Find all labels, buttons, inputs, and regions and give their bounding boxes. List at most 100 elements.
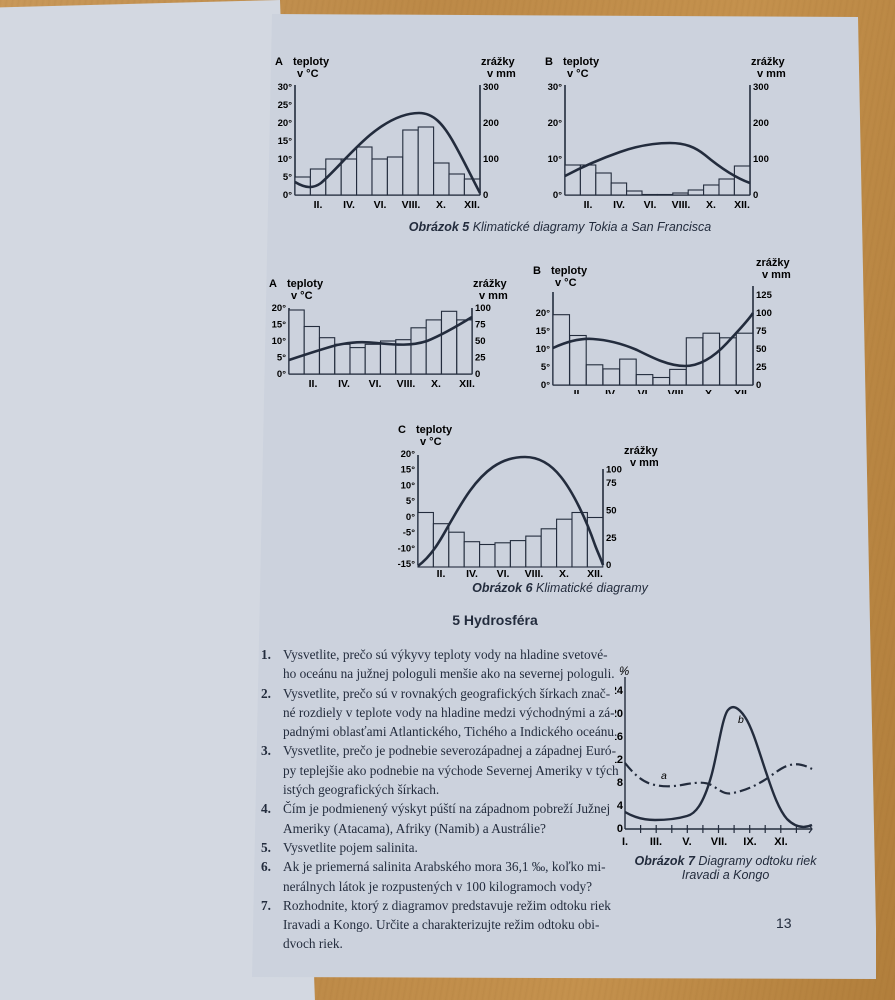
svg-text:VIII.: VIII. (672, 199, 691, 211)
svg-text:II.: II. (309, 378, 318, 390)
svg-text:75: 75 (606, 478, 617, 489)
svg-text:IV.: IV. (466, 568, 478, 577)
svg-text:24: 24 (615, 685, 624, 697)
svg-text:V.: V. (682, 836, 691, 845)
svg-text:20°: 20° (272, 303, 287, 314)
svg-text:25: 25 (606, 533, 617, 544)
svg-text:XII.: XII. (464, 199, 480, 211)
svg-text:VIII.: VIII. (397, 378, 416, 390)
svg-text:15°: 15° (278, 136, 293, 147)
svg-text:A: A (269, 278, 277, 290)
svg-text:VII.: VII. (711, 836, 728, 845)
svg-text:v °C: v °C (297, 68, 319, 80)
svg-text:XI.: XI. (774, 836, 787, 845)
svg-text:10°: 10° (272, 336, 287, 347)
svg-text:teploty: teploty (563, 56, 600, 68)
svg-text:100: 100 (483, 154, 499, 165)
svg-text:50: 50 (475, 336, 486, 347)
svg-text:20°: 20° (548, 118, 563, 129)
svg-text:XII.: XII. (734, 199, 750, 211)
svg-text:200: 200 (753, 118, 769, 129)
svg-text:30°: 30° (278, 82, 293, 93)
svg-text:0: 0 (475, 369, 480, 380)
svg-text:0°: 0° (553, 190, 562, 201)
svg-text:0: 0 (753, 190, 758, 201)
svg-text:100: 100 (606, 465, 622, 476)
svg-text:IV.: IV. (343, 199, 355, 211)
svg-text:4: 4 (617, 800, 624, 812)
svg-text:XII.: XII. (587, 568, 603, 577)
svg-text:v mm: v mm (630, 457, 658, 469)
svg-text:X.: X. (436, 199, 446, 211)
svg-text:C: C (398, 425, 406, 436)
svg-text:III.: III. (650, 836, 662, 845)
svg-text:IV.: IV. (605, 388, 617, 394)
svg-text:20°: 20° (401, 449, 416, 460)
svg-text:5°: 5° (277, 353, 286, 364)
svg-text:12: 12 (615, 754, 623, 766)
svg-text:5°: 5° (283, 172, 292, 183)
svg-text:v mm: v mm (487, 68, 516, 80)
svg-text:B: B (545, 56, 553, 68)
svg-text:10°: 10° (278, 154, 293, 165)
svg-text:0°: 0° (283, 190, 292, 201)
svg-text:zrážky: zrážky (751, 56, 786, 68)
svg-text:II.: II. (584, 199, 593, 211)
svg-text:v °C: v °C (420, 436, 442, 448)
svg-text:VI.: VI. (638, 388, 651, 394)
svg-text:b: b (738, 714, 744, 726)
svg-text:50: 50 (756, 344, 767, 355)
svg-text:0: 0 (617, 823, 623, 835)
svg-text:100: 100 (756, 308, 772, 319)
svg-text:v mm: v mm (762, 269, 791, 281)
svg-text:0: 0 (756, 380, 761, 391)
svg-text:100: 100 (753, 154, 769, 165)
svg-text:-15°: -15° (398, 559, 415, 570)
svg-text:5°: 5° (406, 496, 415, 507)
svg-text:75: 75 (756, 326, 767, 337)
svg-text:I.: I. (622, 836, 628, 845)
svg-text:200: 200 (483, 118, 499, 129)
svg-text:25°: 25° (278, 100, 293, 111)
svg-text:75: 75 (475, 320, 486, 331)
svg-text:50: 50 (606, 506, 617, 517)
svg-text:0°: 0° (541, 380, 550, 391)
svg-text:0: 0 (606, 560, 611, 571)
svg-text:0°: 0° (406, 512, 415, 523)
svg-text:X.: X. (706, 199, 716, 211)
svg-text:0°: 0° (277, 369, 286, 380)
svg-text:VIII.: VIII. (525, 568, 544, 577)
svg-text:A: A (275, 56, 283, 68)
svg-text:B: B (533, 265, 541, 277)
svg-text:20°: 20° (536, 308, 551, 319)
svg-text:10°: 10° (401, 480, 416, 491)
svg-text:15°: 15° (536, 326, 551, 337)
svg-text:X.: X. (431, 378, 441, 390)
svg-text:15°: 15° (272, 320, 287, 331)
svg-text:teploty: teploty (551, 265, 588, 277)
svg-text:II.: II. (437, 568, 446, 577)
svg-text:VIII.: VIII. (668, 388, 687, 394)
svg-text:IV.: IV. (338, 378, 350, 390)
svg-text:a: a (661, 770, 667, 782)
svg-text:zrážky: zrážky (473, 278, 508, 290)
svg-text:v mm: v mm (479, 290, 508, 302)
svg-text:X.: X. (705, 388, 715, 394)
svg-text:-10°: -10° (398, 543, 415, 554)
svg-text:10°: 10° (548, 154, 563, 165)
svg-text:VI.: VI. (497, 568, 510, 577)
svg-text:IV.: IV. (613, 199, 625, 211)
svg-text:teploty: teploty (293, 56, 330, 68)
svg-text:VIII.: VIII. (402, 199, 421, 211)
svg-text:VI.: VI. (369, 378, 382, 390)
svg-text:zrážky: zrážky (756, 257, 791, 269)
svg-text:25: 25 (756, 362, 767, 373)
svg-text:IX.: IX. (743, 836, 756, 845)
svg-text:teploty: teploty (287, 278, 324, 290)
svg-text:II.: II. (574, 388, 583, 394)
svg-text:125: 125 (756, 290, 773, 301)
svg-text:15°: 15° (401, 465, 416, 476)
svg-text:30°: 30° (548, 82, 563, 93)
svg-text:-5°: -5° (403, 528, 415, 539)
svg-text:v °C: v °C (555, 277, 577, 289)
